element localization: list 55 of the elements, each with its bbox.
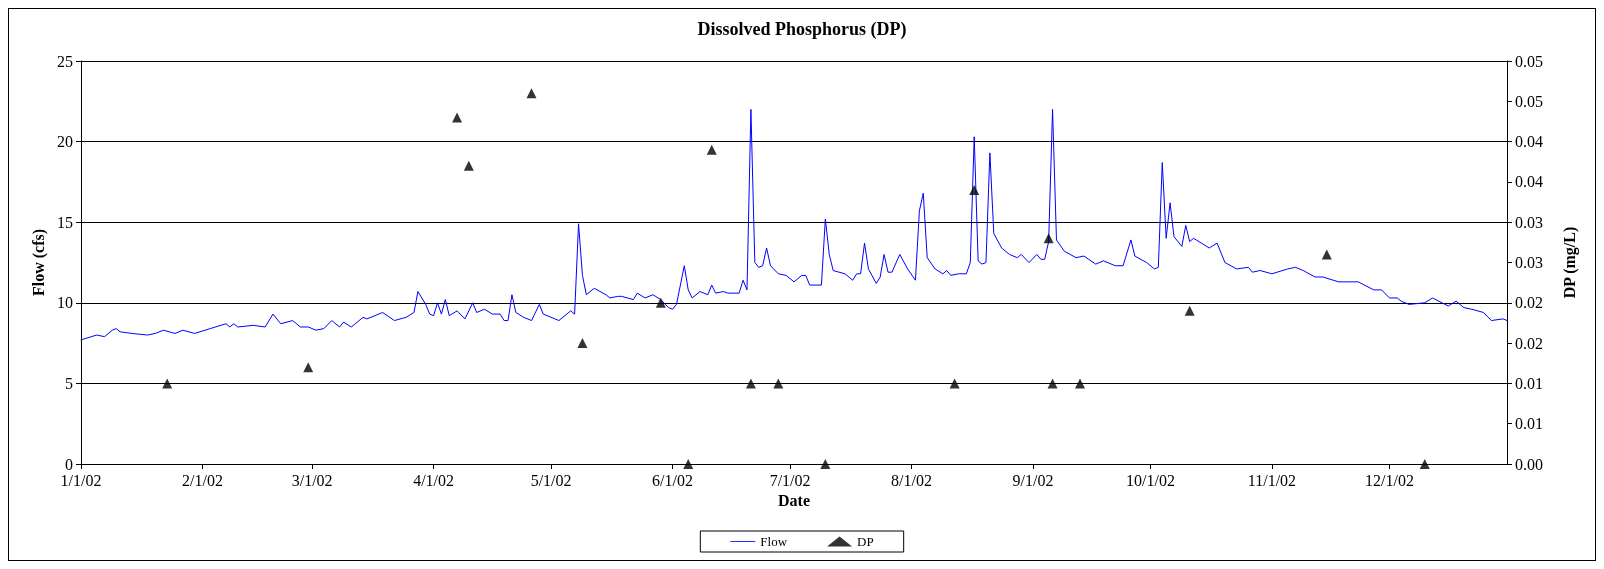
- legend-label: DP: [857, 534, 874, 549]
- point: [162, 378, 173, 389]
- point: [683, 459, 694, 469]
- y2-axis-title: DP (mg/L): [1560, 226, 1579, 299]
- point: [1419, 459, 1430, 469]
- x-tick-label: 9/1/02: [1012, 471, 1054, 489]
- x-axis-title: Date: [778, 492, 810, 510]
- point: [452, 112, 463, 123]
- y-tick-label: 0: [65, 455, 73, 473]
- point: [1321, 249, 1332, 260]
- y2-tick-label: 0.04: [1515, 173, 1543, 191]
- y-tick-label: 20: [57, 133, 73, 151]
- point: [526, 88, 537, 99]
- y2-tick-label: 0.03: [1515, 254, 1543, 271]
- y2-tick-label: 0.04: [1515, 133, 1543, 151]
- y2-tick-label: 0.01: [1515, 415, 1543, 433]
- legend-label: Flow: [760, 534, 788, 549]
- point: [820, 459, 831, 469]
- point: [463, 160, 474, 171]
- y-tick-label: 10: [57, 294, 73, 312]
- point: [706, 144, 717, 155]
- x-tick-label: 12/1/02: [1365, 471, 1414, 489]
- y-tick-label: 25: [57, 52, 73, 70]
- y2-tick-label: 0.00: [1515, 455, 1543, 473]
- y2-tick-label: 0.05: [1515, 52, 1543, 70]
- y2-tick-label: 0.02: [1515, 334, 1543, 352]
- point: [773, 378, 784, 389]
- point: [303, 362, 314, 373]
- point: [745, 378, 756, 389]
- y-axis-title: Flow (cfs): [29, 228, 48, 297]
- x-tick-label: 11/1/02: [1247, 471, 1297, 489]
- y2-tick-label: 0.01: [1515, 374, 1543, 392]
- point: [1074, 378, 1085, 389]
- x-tick-label: 3/1/02: [291, 471, 333, 489]
- point: [655, 297, 666, 308]
- point: [969, 184, 980, 195]
- point: [577, 338, 588, 349]
- x-tick-label: 1/1/02: [60, 471, 102, 489]
- x-tick-label: 4/1/02: [413, 471, 455, 489]
- x-tick-label: 7/1/02: [769, 471, 811, 489]
- y2-tick-label: 0.02: [1515, 294, 1543, 312]
- y-tick-label: 15: [57, 213, 73, 231]
- point: [1184, 305, 1195, 316]
- point: [949, 378, 960, 389]
- x-tick-label: 10/1/02: [1126, 471, 1175, 489]
- x-tick-label: 8/1/02: [891, 471, 932, 489]
- chart-title: Dissolved Phosphorus (DP): [697, 19, 907, 40]
- y2-tick-label: 0.05: [1515, 92, 1543, 110]
- point: [1047, 378, 1058, 389]
- x-tick-label: 2/1/02: [182, 471, 223, 489]
- x-tick-label: 6/1/02: [652, 471, 693, 489]
- y-tick-label: 5: [65, 374, 73, 392]
- point: [1043, 233, 1054, 244]
- y2-tick-label: 0.03: [1515, 213, 1543, 231]
- x-tick-label: 5/1/02: [530, 471, 572, 489]
